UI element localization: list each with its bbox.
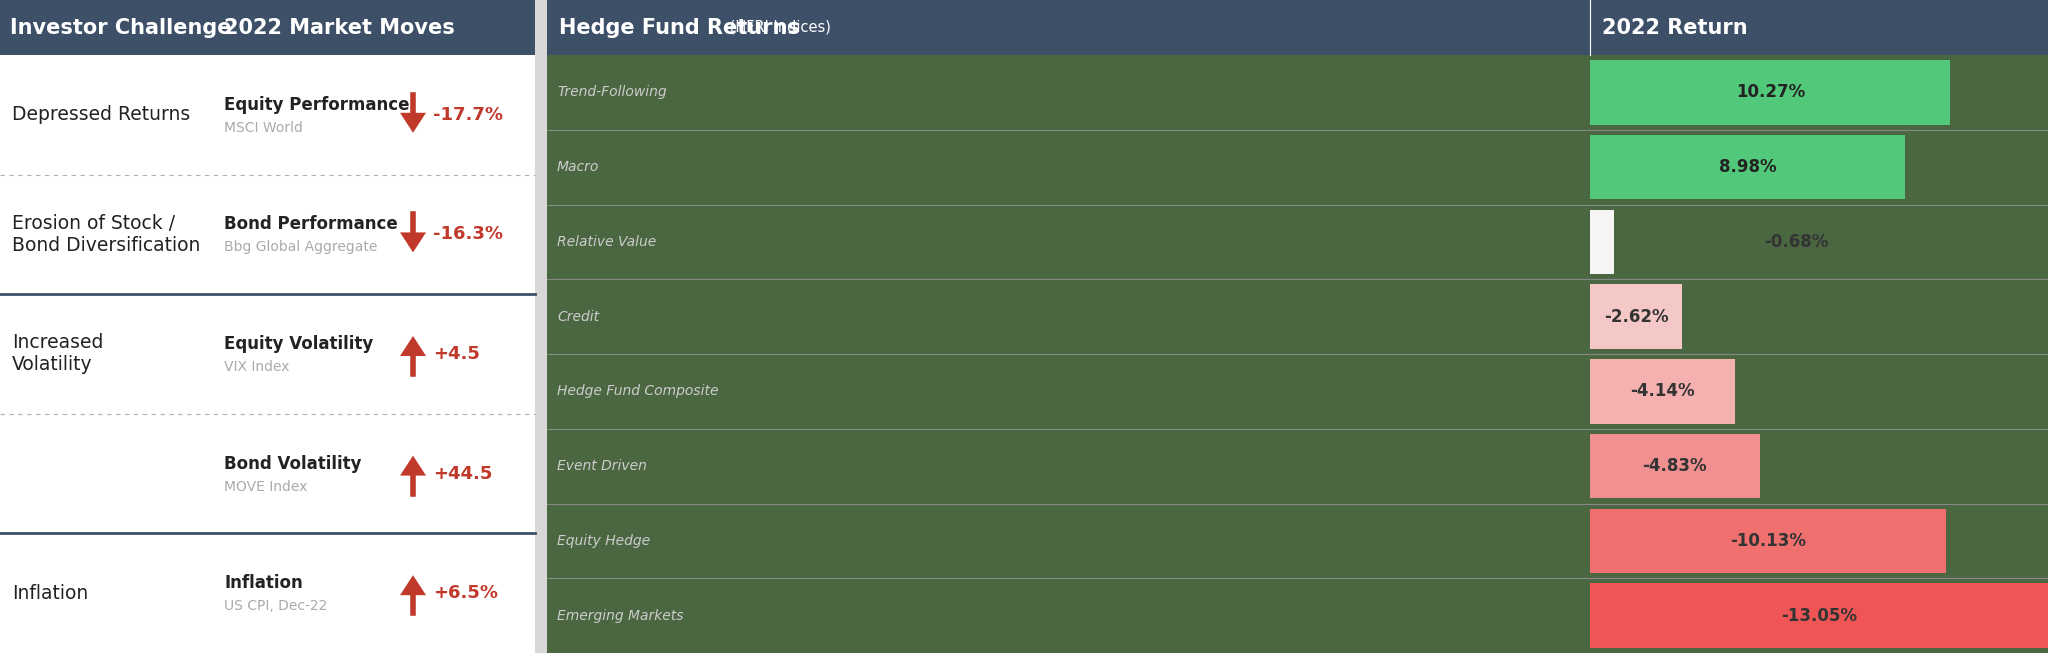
Bar [1589, 210, 1614, 274]
Bar [0, 0, 535, 55]
Text: Equity Hedge: Equity Hedge [557, 534, 649, 548]
Text: MSCI World: MSCI World [223, 121, 303, 135]
Text: 8.98%: 8.98% [1718, 158, 1776, 176]
Text: Credit: Credit [557, 310, 600, 324]
Text: US CPI, Dec-22: US CPI, Dec-22 [223, 599, 328, 613]
Text: -10.13%: -10.13% [1731, 532, 1806, 550]
Text: Hedge Fund Composite: Hedge Fund Composite [557, 385, 719, 398]
Polygon shape [399, 456, 426, 475]
Bar [1589, 359, 1735, 424]
Bar [0, 55, 535, 653]
Text: Inflation: Inflation [12, 584, 88, 603]
Text: Equity Volatility: Equity Volatility [223, 335, 373, 353]
Text: 2022 Return: 2022 Return [1602, 18, 1747, 37]
Text: Hedge Fund Returns: Hedge Fund Returns [559, 18, 801, 37]
Bar [1589, 285, 1681, 349]
Text: +44.5: +44.5 [432, 464, 492, 483]
Text: Equity Performance: Equity Performance [223, 96, 410, 114]
Text: Bond Volatility: Bond Volatility [223, 454, 362, 473]
Bar [1589, 60, 1950, 125]
Text: (HFRI Indices): (HFRI Indices) [725, 20, 831, 35]
Text: 2022 Market Moves: 2022 Market Moves [223, 18, 455, 37]
Text: +6.5%: +6.5% [432, 584, 498, 602]
Polygon shape [399, 232, 426, 253]
Text: Trend-Following: Trend-Following [557, 86, 668, 99]
Bar [535, 0, 547, 653]
Polygon shape [399, 113, 426, 133]
Text: Increased
Volatility: Increased Volatility [12, 334, 102, 375]
Text: +4.5: +4.5 [432, 345, 479, 363]
Text: 10.27%: 10.27% [1737, 84, 1804, 101]
Text: Depressed Returns: Depressed Returns [12, 105, 190, 124]
Text: -13.05%: -13.05% [1782, 607, 1858, 625]
Text: Bbg Global Aggregate: Bbg Global Aggregate [223, 240, 377, 255]
Text: Relative Value: Relative Value [557, 235, 655, 249]
Text: Emerging Markets: Emerging Markets [557, 609, 684, 622]
Text: Investor Challenge: Investor Challenge [10, 18, 231, 37]
Text: -16.3%: -16.3% [432, 225, 504, 244]
Text: Bond Performance: Bond Performance [223, 215, 397, 233]
Bar [1589, 135, 1905, 199]
Bar [547, 0, 2048, 55]
Bar [1589, 584, 2048, 648]
Text: -2.62%: -2.62% [1604, 308, 1669, 326]
Bar [1589, 509, 1946, 573]
Text: Event Driven: Event Driven [557, 459, 647, 473]
Text: -4.83%: -4.83% [1642, 457, 1708, 475]
Text: -0.68%: -0.68% [1763, 233, 1829, 251]
Text: Inflation: Inflation [223, 574, 303, 592]
Text: VIX Index: VIX Index [223, 360, 289, 374]
Text: -4.14%: -4.14% [1630, 383, 1696, 400]
Bar [547, 55, 2048, 653]
Text: Erosion of Stock /
Bond Diversification: Erosion of Stock / Bond Diversification [12, 214, 201, 255]
Polygon shape [399, 336, 426, 356]
Text: MOVE Index: MOVE Index [223, 479, 307, 494]
Text: Macro: Macro [557, 160, 600, 174]
Bar [1589, 434, 1759, 498]
Polygon shape [399, 575, 426, 595]
Text: -17.7%: -17.7% [432, 106, 504, 124]
